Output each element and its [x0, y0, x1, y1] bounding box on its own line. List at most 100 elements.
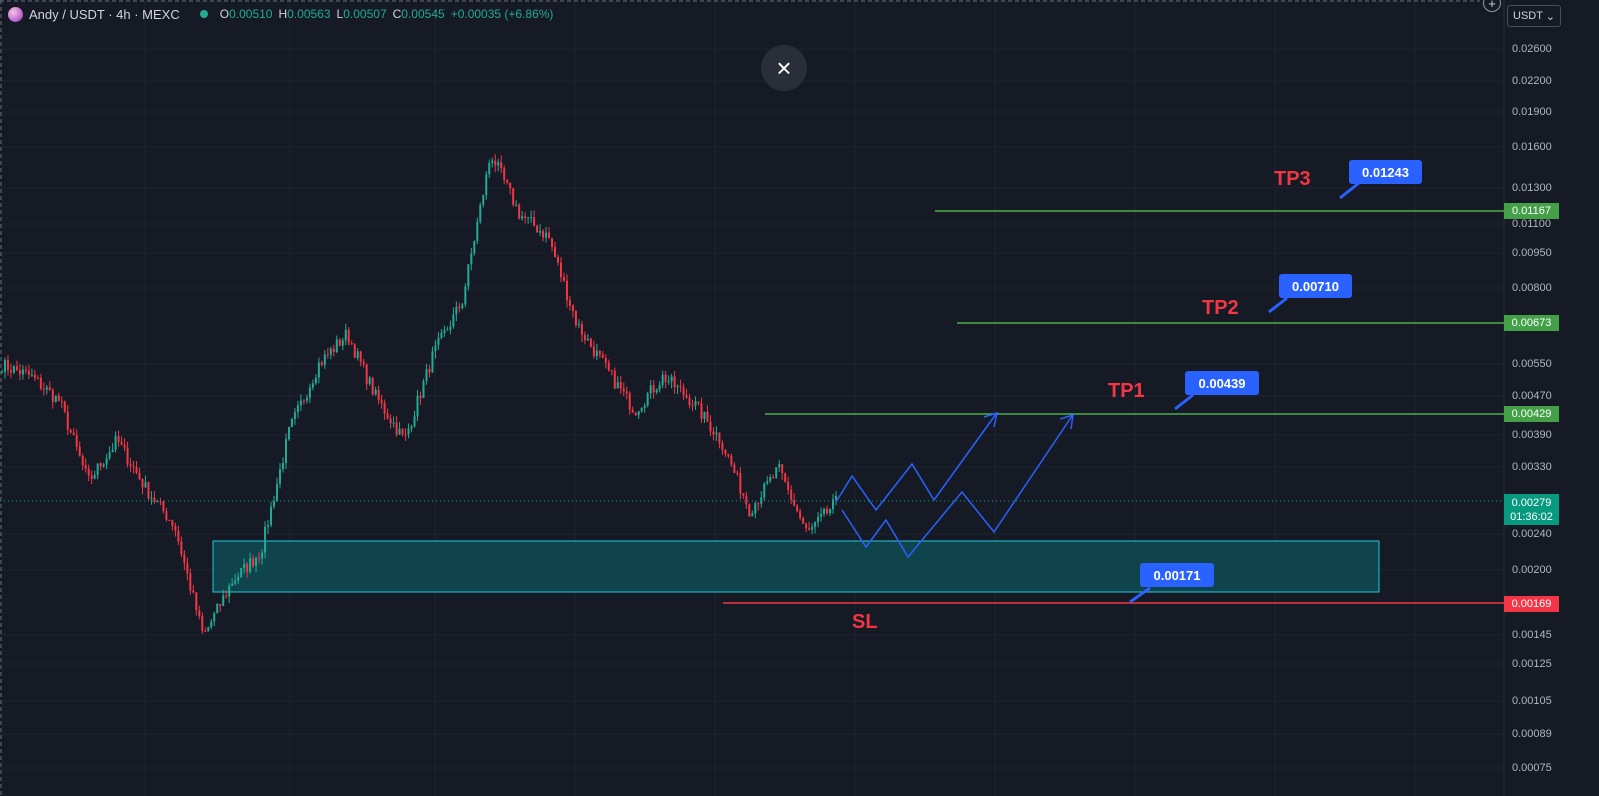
candle — [153, 491, 156, 504]
candle — [580, 320, 583, 342]
sl-callout[interactable]: 0.00171 — [1140, 563, 1214, 587]
candle — [33, 369, 36, 382]
candle — [66, 405, 69, 435]
candle — [518, 202, 521, 220]
candle — [267, 519, 270, 534]
candle — [757, 501, 760, 511]
candle — [488, 159, 491, 179]
candle — [12, 364, 15, 375]
candle — [796, 504, 799, 513]
candle — [102, 462, 105, 468]
candle — [189, 568, 192, 595]
candle — [419, 391, 422, 405]
candle — [506, 179, 509, 185]
candle — [96, 463, 99, 480]
candle — [670, 373, 673, 389]
candle — [709, 415, 712, 437]
candle — [595, 343, 598, 361]
candle — [625, 386, 628, 400]
chevron-down-icon: ⌄ — [1545, 10, 1555, 23]
candle — [491, 157, 494, 168]
candle — [688, 394, 691, 409]
tp2-callout[interactable]: 0.00710 — [1279, 274, 1352, 298]
candle — [147, 481, 150, 501]
candle — [365, 363, 368, 390]
candle — [24, 365, 27, 374]
candle — [368, 375, 371, 386]
candle — [548, 227, 551, 239]
candle — [99, 461, 102, 471]
candle — [81, 453, 84, 471]
candle — [497, 158, 500, 172]
candle — [335, 335, 338, 354]
candle — [27, 364, 30, 379]
candle — [781, 463, 784, 480]
candle — [652, 380, 655, 399]
candle — [589, 337, 592, 348]
candle — [778, 459, 781, 472]
candle — [583, 331, 586, 345]
candle — [832, 493, 835, 514]
candle — [559, 257, 562, 283]
candle — [461, 302, 464, 310]
price-tick-label: 0.01100 — [1512, 218, 1551, 230]
candle — [108, 446, 111, 460]
candle — [712, 427, 715, 441]
tp1-label: TP1 — [1108, 380, 1145, 402]
callout-pointer-tp1 — [1174, 393, 1194, 411]
candle — [619, 375, 622, 394]
candle — [228, 583, 231, 604]
candle — [434, 340, 437, 359]
close-button[interactable]: × — [761, 45, 807, 91]
candle — [658, 381, 661, 393]
tp3-callout[interactable]: 0.01243 — [1349, 160, 1422, 184]
candle — [162, 500, 165, 514]
candle — [793, 493, 796, 507]
candle — [105, 453, 108, 470]
candle — [279, 463, 281, 489]
candle — [634, 411, 637, 416]
currency-selector[interactable]: USDT ⌄ — [1507, 5, 1561, 27]
candle — [790, 485, 793, 505]
candle — [733, 461, 736, 474]
candle — [512, 187, 515, 207]
candle — [3, 357, 6, 379]
candle — [332, 344, 335, 357]
candlestick-series — [1, 154, 837, 634]
candle — [682, 383, 685, 400]
candle — [386, 408, 389, 420]
candle — [258, 551, 261, 564]
candle — [533, 210, 536, 227]
symbol-title[interactable]: Andy / USDT · 4h · MEXC — [29, 6, 180, 22]
candle — [183, 550, 186, 571]
plus-icon: + — [1488, 0, 1496, 11]
candle — [350, 340, 353, 346]
candle — [530, 210, 533, 223]
candle — [78, 441, 81, 457]
candle — [646, 391, 649, 408]
candle — [649, 380, 652, 399]
tp1-callout[interactable]: 0.00439 — [1185, 371, 1259, 395]
candle — [628, 391, 631, 415]
ohlc-low: L0.00507 — [336, 7, 387, 21]
candle — [84, 458, 87, 473]
candle — [359, 350, 362, 367]
candle-countdown: 01:36:02 — [1510, 510, 1553, 523]
candle — [48, 381, 51, 391]
candle — [416, 389, 419, 422]
candle — [509, 182, 512, 195]
candle — [604, 354, 607, 369]
currency-label: USDT — [1513, 10, 1543, 22]
candle — [410, 424, 413, 433]
tp2-price-tag: 0.00673 — [1504, 315, 1559, 331]
callout-pointer-tp3 — [1339, 181, 1360, 200]
candle — [51, 387, 54, 409]
candle — [640, 407, 643, 413]
price-tick-label: 0.01300 — [1512, 182, 1552, 194]
price-tick-label: 0.01900 — [1512, 106, 1552, 118]
price-tick-label: 0.02600 — [1512, 43, 1552, 55]
tp2-label: TP2 — [1202, 297, 1239, 319]
price-tick-label: 0.00125 — [1512, 658, 1552, 670]
candle — [219, 603, 222, 612]
